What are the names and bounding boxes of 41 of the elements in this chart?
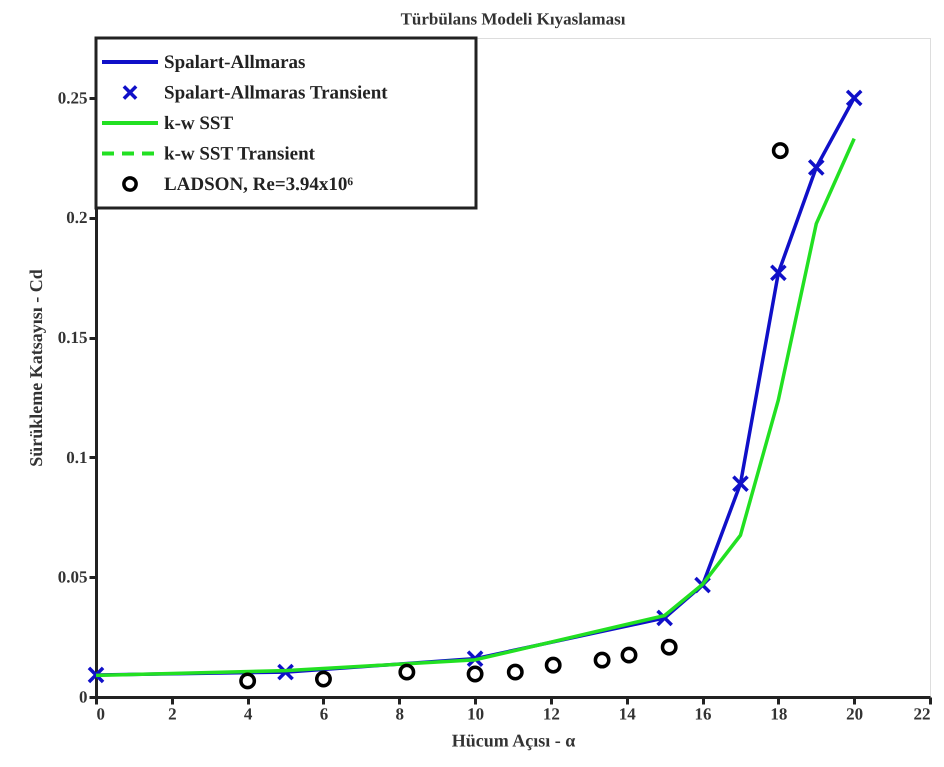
- point: [660, 638, 678, 656]
- y-tick-label: 0.2: [66, 208, 88, 228]
- legend-label: k-w SST: [164, 113, 234, 134]
- x-tick-label: 2: [168, 704, 177, 724]
- point: [770, 264, 788, 282]
- x-tick-label: 18: [770, 704, 788, 724]
- point: [398, 664, 416, 681]
- x-tick-label: 20: [846, 704, 864, 724]
- legend-label: Spalart-Allmaras: [164, 52, 306, 73]
- legend-label: LADSON, Re=3.94x10⁶: [164, 174, 354, 195]
- legend-label: Spalart-Allmaras Transient: [164, 82, 388, 104]
- point: [506, 664, 524, 681]
- point: [732, 474, 750, 493]
- y-tick-label: 0.15: [58, 328, 88, 348]
- x-tick-label: 12: [542, 704, 560, 724]
- x-tick-label: 10: [467, 704, 484, 724]
- point: [845, 89, 864, 107]
- x-tick-label: 22: [914, 704, 930, 724]
- x-axis-title: Hücum Açısı - α: [452, 730, 576, 750]
- point: [314, 670, 332, 688]
- y-axis-title: Sürükleme Katsayısı - Cd: [26, 269, 46, 467]
- y-tick-label: 0.1: [66, 448, 88, 467]
- point: [772, 142, 789, 160]
- point: [807, 158, 826, 176]
- y-tick-label: 0.05: [58, 568, 88, 587]
- x-tick-label: 14: [618, 704, 636, 724]
- point: [466, 666, 484, 682]
- point: [594, 652, 611, 669]
- x-tick-label: 6: [320, 704, 328, 724]
- point: [239, 672, 256, 690]
- x-tick-label: 16: [694, 704, 712, 724]
- x-tick-label: 8: [396, 704, 404, 724]
- y-tick-label: 0.25: [58, 88, 88, 108]
- x-tick-label: 0: [96, 704, 105, 724]
- legend-label: k-w SST Transient: [164, 144, 316, 164]
- y-tick-label: 0: [79, 688, 88, 706]
- chart-title: Türbülans Modeli Kıyaslaması: [400, 10, 626, 28]
- point: [544, 656, 562, 674]
- point: [87, 666, 105, 684]
- x-tick-label: 4: [244, 704, 253, 724]
- point: [620, 646, 638, 664]
